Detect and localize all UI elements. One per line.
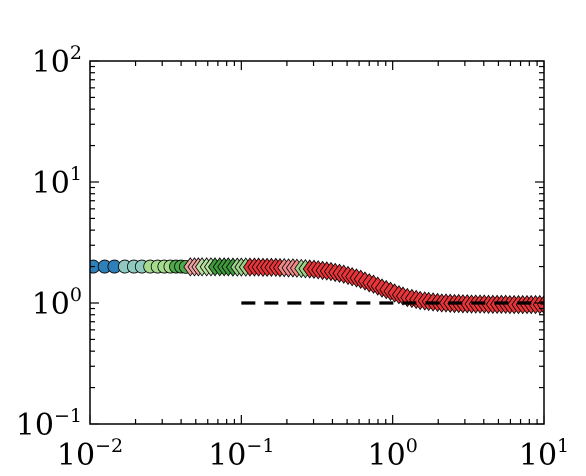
- axis-ticks: [89, 60, 545, 425]
- y-tick-label: 101: [32, 163, 82, 201]
- data-marks: [90, 257, 544, 315]
- x-tick-label: 10−2: [57, 435, 123, 473]
- x-tick-label: 101: [519, 435, 569, 473]
- y-tick-label: 100: [32, 284, 82, 322]
- y-tick-label: 10−1: [16, 405, 82, 443]
- x-tick-label: 100: [368, 435, 418, 473]
- x-tick-label: 10−1: [208, 435, 274, 473]
- plot-frame: [89, 60, 545, 425]
- y-tick-label: 102: [32, 42, 82, 80]
